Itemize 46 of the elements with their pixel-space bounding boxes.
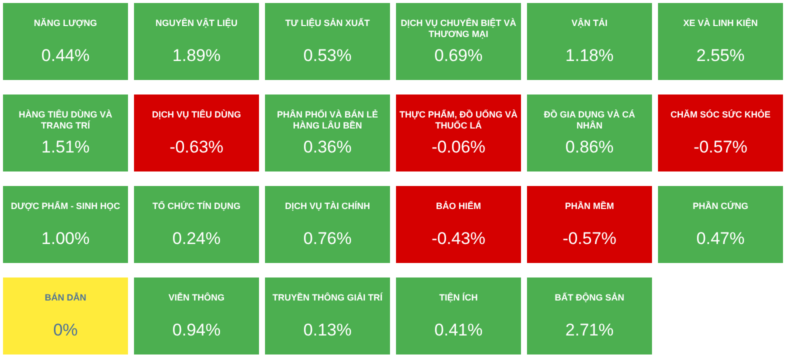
category-label: TRUYỀN THÔNG GIẢI TRÍ <box>272 292 383 302</box>
data-label: 0.41% <box>434 320 483 340</box>
data-label: 1.51% <box>41 138 90 156</box>
category-label: XE VÀ LINH KIỆN <box>683 17 758 28</box>
category-label: ĐỒ GIA DỤNG VÀ CÁ NHÂN <box>544 108 636 130</box>
category-label: DỊCH VỤ CHUYÊN BIỆT VÀ THƯƠNG MẠI <box>400 17 517 39</box>
data-label: 0.76% <box>303 229 352 248</box>
category-label: HÀNG TIÊU DÙNG VÀ TRANG TRÍ <box>18 108 113 130</box>
data-label: 1.89% <box>172 46 221 65</box>
data-label: 0% <box>53 320 78 340</box>
category-label: TIỆN ÍCH <box>439 292 478 302</box>
data-label: 0.53% <box>303 46 352 65</box>
category-label: DỊCH VỤ TIÊU DÙNG <box>152 108 242 120</box>
category-label: PHẦN MỀM <box>565 200 614 211</box>
data-label: 0.47% <box>696 229 745 248</box>
category-label: DỊCH VỤ TÀI CHÍNH <box>285 201 370 211</box>
category-label: VẬN TẢI <box>572 17 608 28</box>
data-label: 0.36% <box>303 138 352 156</box>
data-label: 0.86% <box>565 138 614 156</box>
data-label: 1.00% <box>41 229 90 248</box>
data-label: 1.18% <box>565 46 614 65</box>
category-label: TƯ LIỆU SẢN XUẤT <box>285 17 370 28</box>
category-label: BẢO HIỂM <box>436 200 481 211</box>
data-label: -0.57% <box>562 229 616 248</box>
category-label: CHĂM SÓC SỨC KHỎE <box>670 108 770 120</box>
data-label: -0.63% <box>170 138 224 156</box>
data-label: 0.69% <box>434 46 483 65</box>
data-label: -0.06% <box>432 138 486 156</box>
data-label: 2.71% <box>565 320 614 340</box>
data-label: 0.13% <box>303 320 352 340</box>
data-label: 0.94% <box>172 320 221 340</box>
category-label: NĂNG LƯỢNG <box>34 18 98 28</box>
data-label: -0.57% <box>694 138 748 156</box>
category-label: PHẦN CỨNG <box>692 200 748 211</box>
category-label: BÁN DẪN <box>44 292 86 302</box>
category-label: NGUYÊN VẬT LIỆU <box>155 17 238 28</box>
category-label: DƯỢC PHẨM - SINH HỌC <box>10 200 121 211</box>
data-label: 0.24% <box>172 229 221 248</box>
category-label: PHÂN PHỐI VÀ BÁN LẺ HÀNG LÂU BỀN <box>276 108 378 130</box>
category-label: VIỄN THÔNG <box>168 292 225 302</box>
data-label: 0.44% <box>41 46 90 65</box>
category-label: THỰC PHẨM, ĐỒ UỐNG VÀ THUỐC LÁ <box>400 108 518 130</box>
category-label: TỔ CHỨC TÍN DỤNG <box>152 200 240 211</box>
category-label: BẤT ĐỘNG SẢN <box>554 292 624 302</box>
data-label: -0.43% <box>432 229 486 248</box>
data-label: 2.55% <box>696 46 745 65</box>
